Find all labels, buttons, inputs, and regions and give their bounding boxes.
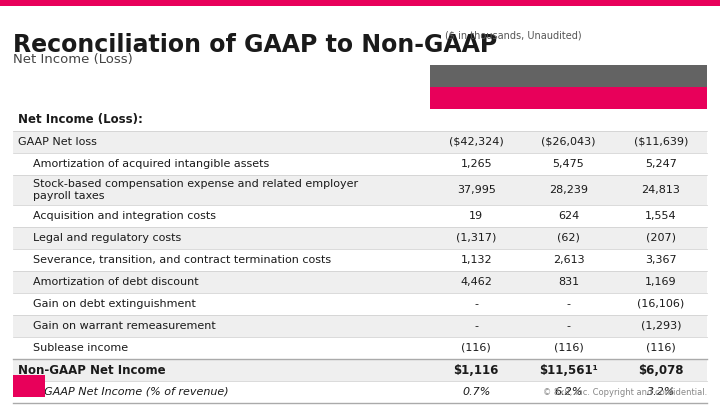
Text: Q2’22: Q2’22 [455,92,497,104]
Text: Fiscal Quarter: Fiscal Quarter [521,70,616,83]
Text: ($26,043): ($26,043) [541,137,595,147]
Bar [13,271,707,293]
Text: 4,462: 4,462 [460,277,492,287]
Bar [13,381,707,403]
Text: (116): (116) [462,343,491,353]
Text: (116): (116) [554,343,583,353]
Text: 0.7%: 0.7% [462,387,490,397]
Text: ($42,324): ($42,324) [449,137,503,147]
Bar [13,375,45,397]
Bar [13,153,707,175]
Text: Amortization of debt discount: Amortization of debt discount [33,277,199,287]
Text: © 8x8, Inc. Copyright and confidential.: © 8x8, Inc. Copyright and confidential. [543,388,707,397]
Text: 24,813: 24,813 [642,185,680,195]
Text: 19: 19 [469,211,483,221]
Text: -: - [474,299,478,309]
Bar [13,337,707,359]
Text: $11,561¹: $11,561¹ [539,364,598,377]
Bar [13,227,707,249]
Bar [13,293,707,315]
Text: -: - [567,299,570,309]
Text: $6,078: $6,078 [638,364,683,377]
Bar [13,359,707,381]
Text: Stock-based compensation expense and related employer
payroll taxes: Stock-based compensation expense and rel… [33,179,358,201]
Text: Acquisition and integration costs: Acquisition and integration costs [33,211,216,221]
Bar [430,87,522,109]
Text: Legal and regulatory costs: Legal and regulatory costs [33,233,181,243]
Text: 28,239: 28,239 [549,185,588,195]
Text: GAAP Net loss: GAAP Net loss [18,137,97,147]
Text: Gain on debt extinguishment: Gain on debt extinguishment [33,299,196,309]
Text: ($ in thousands, Unaudited): ($ in thousands, Unaudited) [445,31,582,41]
Text: $1,116: $1,116 [454,364,499,377]
Text: (116): (116) [646,343,675,353]
Text: Non-GAAP Net Income (% of revenue): Non-GAAP Net Income (% of revenue) [18,387,229,397]
Text: (1,293): (1,293) [641,321,681,331]
Text: Q2’23: Q2’23 [640,92,682,104]
Text: ($11,639): ($11,639) [634,137,688,147]
Text: 1,169: 1,169 [645,277,677,287]
Bar [522,87,615,109]
Text: 1,265: 1,265 [460,159,492,169]
Text: Gain on warrant remeasurement: Gain on warrant remeasurement [33,321,216,331]
Bar [13,315,707,337]
Text: Amortization of acquired intangible assets: Amortization of acquired intangible asse… [33,159,269,169]
Text: 5,475: 5,475 [553,159,585,169]
Text: Non-GAAP Net Income: Non-GAAP Net Income [18,364,166,377]
Text: -: - [474,321,478,331]
Text: (1,317): (1,317) [456,233,496,243]
Text: 1,554: 1,554 [645,211,677,221]
Text: 831: 831 [558,277,579,287]
Text: Reconciliation of GAAP to Non-GAAP: Reconciliation of GAAP to Non-GAAP [13,33,498,57]
Text: 5,247: 5,247 [645,159,677,169]
Text: (62): (62) [557,233,580,243]
Bar [13,109,707,131]
Text: -: - [567,321,570,331]
Text: 6.2%: 6.2% [554,387,582,397]
Text: 2,613: 2,613 [553,255,585,265]
Text: 3,367: 3,367 [645,255,677,265]
Bar [13,175,707,205]
Text: (16,106): (16,106) [637,299,685,309]
Text: Net Income (Loss): Net Income (Loss) [13,53,132,66]
Text: Sublease income: Sublease income [33,343,128,353]
Bar [13,205,707,227]
Text: 624: 624 [558,211,579,221]
Bar [0,0,720,6]
Text: 8x8: 8x8 [19,381,39,391]
Bar [615,87,707,109]
Bar [13,131,707,153]
Text: 37,995: 37,995 [456,185,495,195]
Text: (207): (207) [646,233,676,243]
Bar [13,249,707,271]
Bar [430,65,707,87]
Text: Q1’23: Q1’23 [548,92,589,104]
Text: 1,132: 1,132 [460,255,492,265]
Text: 3.2%: 3.2% [647,387,675,397]
Text: Net Income (Loss):: Net Income (Loss): [18,113,143,126]
Text: Severance, transition, and contract termination costs: Severance, transition, and contract term… [33,255,331,265]
